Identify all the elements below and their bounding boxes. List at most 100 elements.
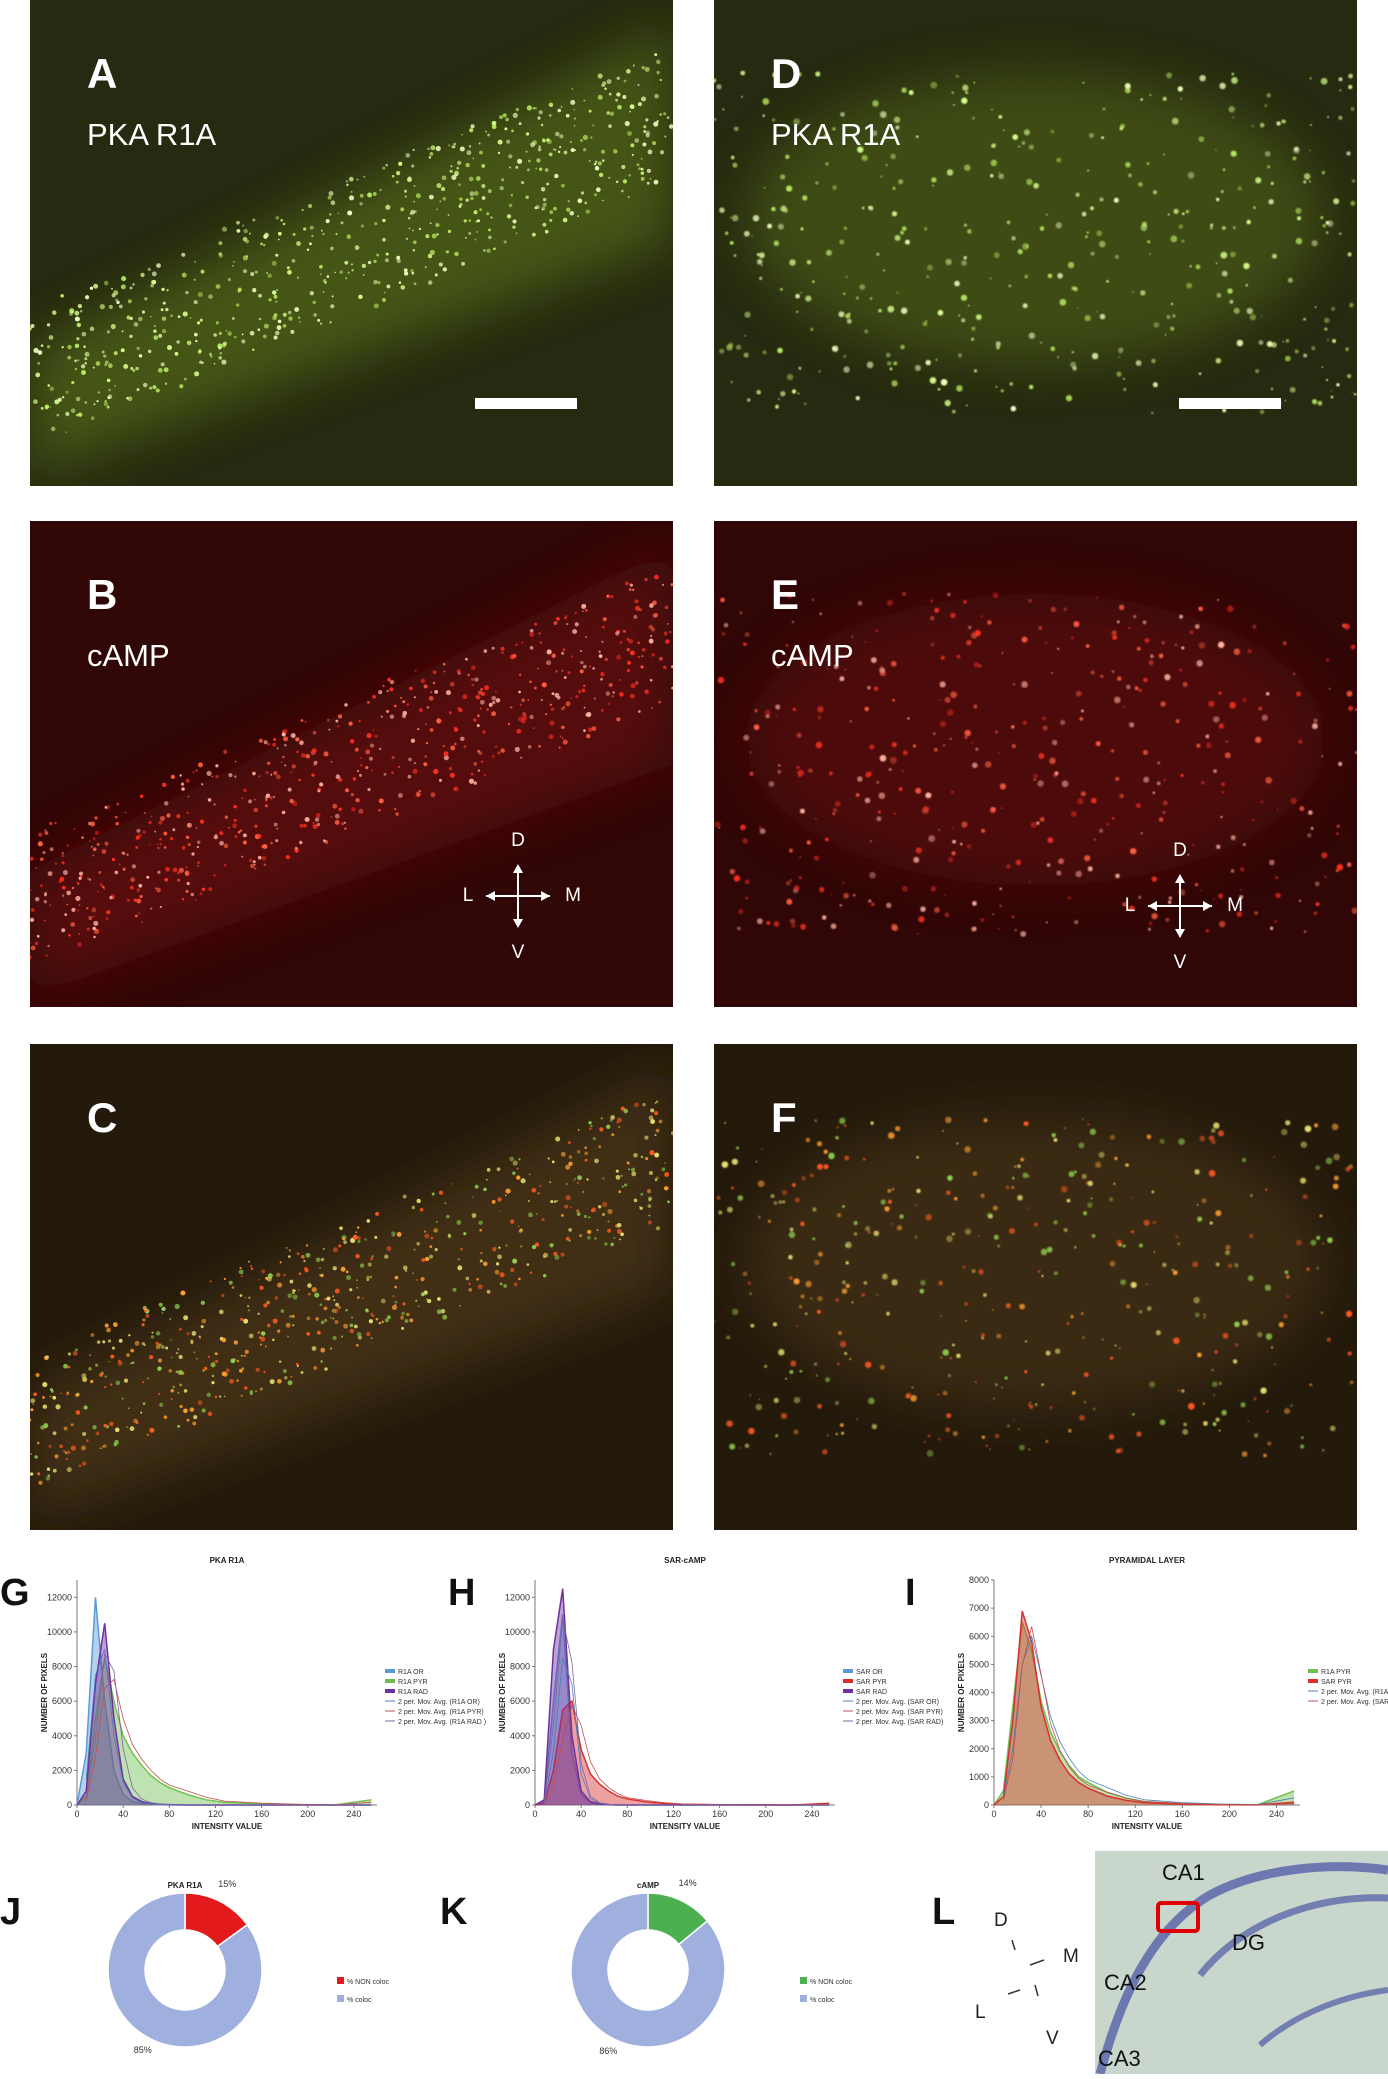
cell-dot xyxy=(720,597,725,603)
cell-dot xyxy=(261,1269,266,1274)
cell-dot xyxy=(214,1352,218,1356)
cell-dot xyxy=(1336,382,1340,387)
cell-dot xyxy=(1090,251,1095,256)
cell-dot xyxy=(590,136,593,139)
cell-dot xyxy=(1231,77,1238,84)
cell-dot xyxy=(417,728,420,731)
cell-dot xyxy=(244,1296,247,1299)
cell-dot xyxy=(637,710,641,713)
cell-dot xyxy=(737,926,741,931)
cell-dot xyxy=(1160,701,1166,707)
cell-dot xyxy=(950,612,956,619)
cell-dot xyxy=(851,635,854,638)
cell-dot xyxy=(542,1273,547,1278)
cell-dot xyxy=(541,208,544,211)
cell-dot xyxy=(49,386,55,392)
cell-dot xyxy=(615,180,619,184)
cell-dot xyxy=(926,1449,934,1457)
cell-dot xyxy=(1149,93,1152,97)
cell-dot xyxy=(574,622,579,627)
cell-dot xyxy=(571,88,574,90)
cell-dot xyxy=(488,702,493,707)
cell-dot xyxy=(483,649,488,653)
cell-dot xyxy=(78,904,81,906)
cell-dot xyxy=(1033,778,1036,781)
cell-dot xyxy=(103,280,109,286)
cell-dot xyxy=(987,620,992,625)
cell-dot xyxy=(543,1252,549,1258)
cell-dot xyxy=(61,345,64,349)
cell-dot xyxy=(30,1408,34,1412)
cell-dot xyxy=(871,1423,878,1430)
cell-dot xyxy=(555,670,558,673)
cell-dot xyxy=(397,765,400,768)
cell-dot xyxy=(215,1360,218,1363)
cell-dot xyxy=(223,749,228,754)
cell-dot xyxy=(380,715,383,718)
cell-dot xyxy=(367,192,373,198)
cell-dot xyxy=(157,1366,162,1371)
cell-dot xyxy=(1102,107,1106,111)
cell-dot xyxy=(338,807,342,811)
cell-dot xyxy=(757,1180,765,1188)
cell-dot xyxy=(513,1282,518,1287)
cell-dot xyxy=(455,173,458,177)
cell-dot xyxy=(411,164,415,168)
cell-dot xyxy=(649,679,653,682)
cell-dot xyxy=(317,789,321,793)
cell-dot xyxy=(1013,1419,1015,1422)
cell-dot xyxy=(669,631,672,633)
cell-dot xyxy=(994,1433,1000,1439)
cell-dot xyxy=(1260,800,1264,804)
cell-dot xyxy=(403,268,408,273)
cell-dot xyxy=(622,95,627,100)
cell-dot xyxy=(357,1236,361,1240)
cell-dot xyxy=(411,1205,416,1210)
cell-dot xyxy=(241,797,244,800)
cell-dot xyxy=(916,1188,921,1194)
cell-dot xyxy=(115,298,119,302)
cell-dot xyxy=(1063,607,1067,611)
cell-dot xyxy=(1138,688,1142,693)
cell-dot xyxy=(622,179,628,184)
donut-slice xyxy=(107,1892,263,2048)
cell-dot xyxy=(567,200,571,203)
cell-dot xyxy=(998,114,1003,119)
cell-dot xyxy=(1002,129,1005,132)
cell-dot xyxy=(550,707,555,711)
cell-dot xyxy=(154,887,157,890)
cell-dot xyxy=(634,138,639,143)
cell-dot xyxy=(773,82,780,88)
cell-dot xyxy=(800,1294,805,1299)
cell-dot xyxy=(794,1197,801,1203)
cell-dot xyxy=(392,1294,395,1298)
compass-label: V xyxy=(1174,952,1187,973)
cell-dot xyxy=(954,280,960,287)
cell-dot xyxy=(653,121,659,127)
cell-dot xyxy=(118,863,121,866)
cell-dot xyxy=(35,372,41,378)
cell-dot xyxy=(161,1345,165,1349)
cell-dot xyxy=(387,710,390,712)
cell-dot xyxy=(1038,626,1043,630)
cell-dot xyxy=(841,1431,845,1435)
cell-dot xyxy=(568,1239,571,1242)
cell-dot xyxy=(435,145,441,152)
cell-dot xyxy=(177,1424,181,1428)
cell-dot xyxy=(75,396,81,402)
cell-dot xyxy=(1047,273,1053,279)
cell-dot xyxy=(808,768,813,773)
cell-dot xyxy=(529,714,534,720)
cell-dot xyxy=(401,1326,404,1330)
cell-dot xyxy=(1177,86,1183,92)
cell-dot xyxy=(316,822,321,827)
cell-dot xyxy=(108,388,111,392)
cell-dot xyxy=(906,1392,912,1398)
cell-dot xyxy=(661,1167,666,1172)
cell-dot xyxy=(1199,889,1202,892)
cell-dot xyxy=(223,843,229,849)
chart-title: PKA R1A xyxy=(168,1881,203,1890)
cell-dot xyxy=(110,1354,115,1359)
cell-dot xyxy=(581,603,587,609)
cell-dot xyxy=(485,130,487,133)
